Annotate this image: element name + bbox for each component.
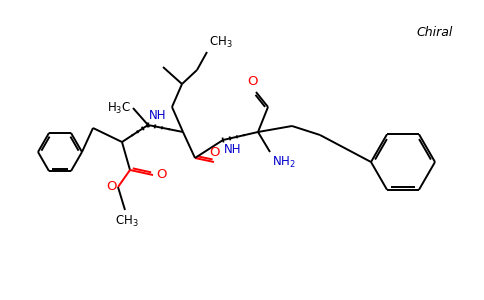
Text: H$_3$C: H$_3$C bbox=[107, 100, 131, 116]
Text: O: O bbox=[248, 75, 258, 88]
Text: NH: NH bbox=[149, 109, 166, 122]
Text: O: O bbox=[210, 146, 220, 159]
Text: NH: NH bbox=[224, 143, 242, 156]
Text: NH$_2$: NH$_2$ bbox=[272, 155, 296, 170]
Text: CH$_3$: CH$_3$ bbox=[209, 35, 233, 50]
Text: O: O bbox=[156, 169, 166, 182]
Text: CH$_3$: CH$_3$ bbox=[115, 214, 139, 229]
Text: Chiral: Chiral bbox=[417, 26, 453, 38]
Text: O: O bbox=[106, 181, 117, 194]
